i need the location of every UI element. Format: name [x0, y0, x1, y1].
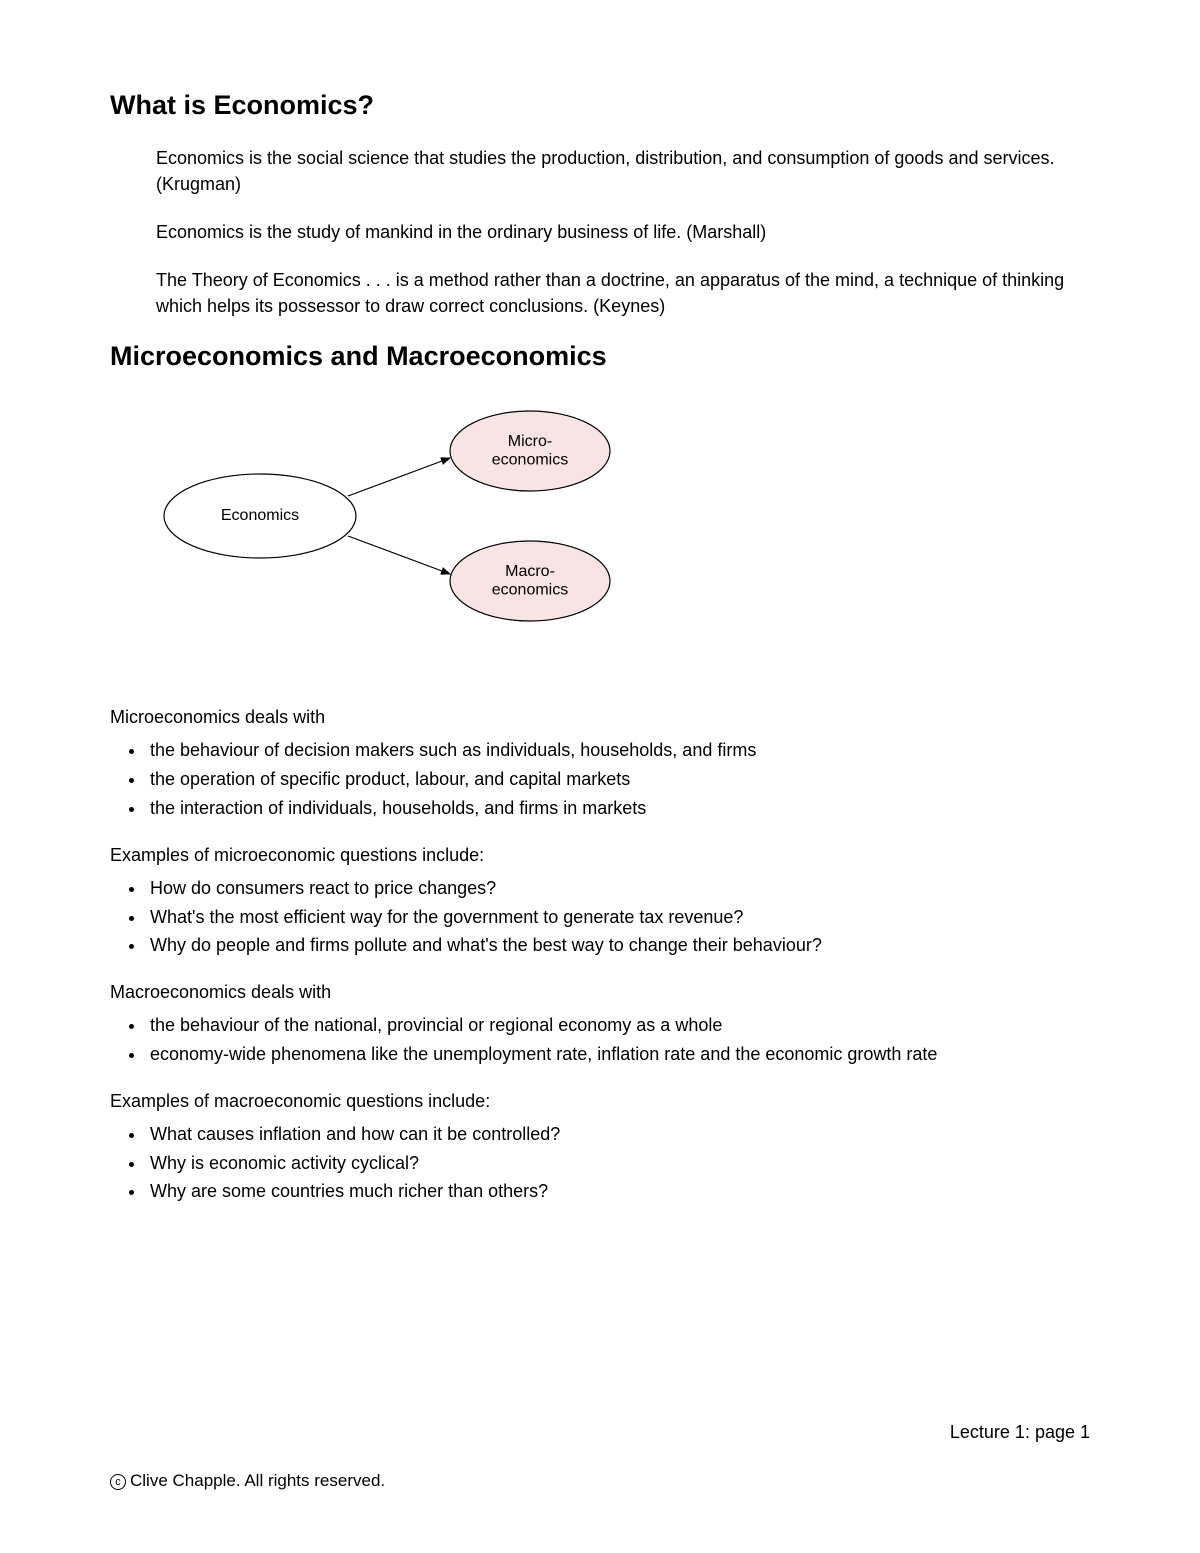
page: What is Economics? Economics is the soci… — [0, 0, 1200, 1553]
definitions-block: Economics is the social science that stu… — [156, 145, 1070, 319]
economics-diagram: Economics Micro-economics Macro-economics — [120, 396, 1090, 651]
copyright-icon: c — [110, 1474, 126, 1490]
macro-examples-list: What causes inflation and how can it be … — [110, 1120, 1090, 1206]
list-item: What's the most efficient way for the go… — [146, 903, 1090, 932]
list-item: Why are some countries much richer than … — [146, 1177, 1090, 1206]
diagram-node-label: economics — [492, 582, 568, 599]
footer-author-text: Clive Chapple. All rights reserved. — [130, 1471, 385, 1490]
micro-intro: Microeconomics deals with — [110, 707, 1090, 728]
diagram-node-label: economics — [492, 452, 568, 469]
list-item: How do consumers react to price changes? — [146, 874, 1090, 903]
list-item: Why do people and firms pollute and what… — [146, 931, 1090, 960]
section2-title: Microeconomics and Macroeconomics — [110, 341, 1090, 372]
diagram-node-label: Macro- — [505, 563, 555, 580]
micro-examples-intro: Examples of microeconomic questions incl… — [110, 845, 1090, 866]
diagram-edge — [348, 536, 450, 574]
diagram-svg: Economics Micro-economics Macro-economics — [120, 396, 680, 646]
definition-item: Economics is the social science that stu… — [156, 145, 1070, 197]
macro-examples-intro: Examples of macroeconomic questions incl… — [110, 1091, 1090, 1112]
definition-item: Economics is the study of mankind in the… — [156, 219, 1070, 245]
diagram-node-label: Micro- — [508, 433, 552, 450]
list-item: Why is economic activity cyclical? — [146, 1149, 1090, 1178]
list-item: economy-wide phenomena like the unemploy… — [146, 1040, 1090, 1069]
diagram-edge — [348, 458, 450, 496]
list-item: the operation of specific product, labou… — [146, 765, 1090, 794]
list-item: What causes inflation and how can it be … — [146, 1120, 1090, 1149]
micro-bullets-list: the behaviour of decision makers such as… — [110, 736, 1090, 822]
micro-examples-list: How do consumers react to price changes?… — [110, 874, 1090, 960]
footer-page-label: Lecture 1: page 1 — [950, 1422, 1090, 1443]
macro-bullets-list: the behaviour of the national, provincia… — [110, 1011, 1090, 1069]
list-item: the behaviour of the national, provincia… — [146, 1011, 1090, 1040]
list-item: the behaviour of decision makers such as… — [146, 736, 1090, 765]
footer-copyright: cClive Chapple. All rights reserved. — [110, 1471, 385, 1491]
macro-intro: Macroeconomics deals with — [110, 982, 1090, 1003]
definition-item: The Theory of Economics . . . is a metho… — [156, 267, 1070, 319]
diagram-node-label: Economics — [221, 508, 299, 525]
list-item: the interaction of individuals, househol… — [146, 794, 1090, 823]
micro-macro-body: Microeconomics deals with the behaviour … — [110, 707, 1090, 1206]
section1-title: What is Economics? — [110, 90, 1090, 121]
